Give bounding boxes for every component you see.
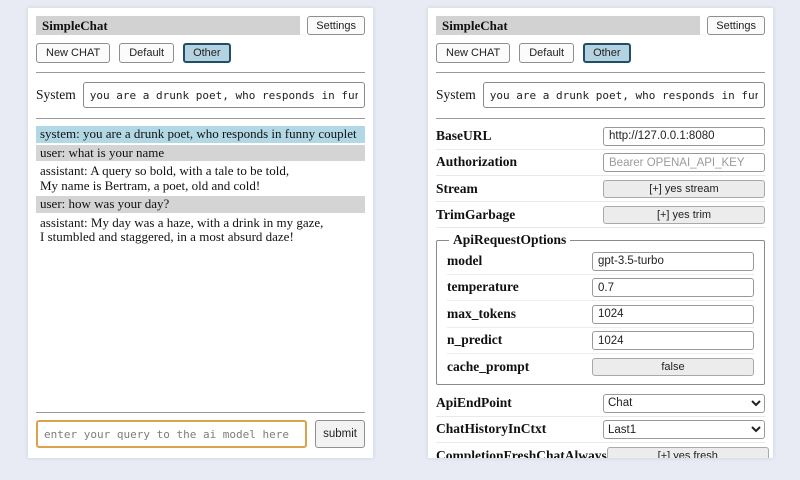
settings-button[interactable]: Settings bbox=[307, 16, 365, 35]
setting-row-n-predict: n_predict bbox=[447, 328, 754, 354]
system-prompt-row: System bbox=[36, 82, 365, 108]
api-request-options-legend: ApiRequestOptions bbox=[453, 232, 567, 247]
session-tab-default[interactable]: Default bbox=[119, 43, 175, 63]
temperature-input[interactable] bbox=[592, 278, 754, 297]
setting-row-baseurl: BaseURL bbox=[436, 123, 765, 150]
settings-form: BaseURL Authorization Stream [+] yes str… bbox=[436, 123, 769, 459]
baseurl-input[interactable] bbox=[603, 126, 765, 146]
setting-row-trimgarbage: TrimGarbage [+] yes trim bbox=[436, 202, 765, 228]
session-tab-default[interactable]: Default bbox=[519, 43, 575, 63]
divider bbox=[436, 118, 765, 119]
max-tokens-label: max_tokens bbox=[447, 305, 517, 321]
chat-message-list: system: you are a drunk poet, who respon… bbox=[36, 126, 365, 248]
chat-message-assistant: assistant: A query so bold, with a tale … bbox=[36, 163, 365, 194]
setting-row-authorization: Authorization bbox=[436, 150, 765, 176]
session-toolbar: New CHAT Default Other bbox=[436, 43, 765, 63]
setting-row-stream: Stream [+] yes stream bbox=[436, 176, 765, 202]
chat-message-user: user: how was your day? bbox=[36, 196, 365, 213]
temperature-label: temperature bbox=[447, 279, 519, 295]
titlebar: SimpleChat Settings bbox=[36, 16, 365, 35]
system-prompt-label: System bbox=[36, 87, 76, 102]
cache-prompt-toggle-button[interactable]: false bbox=[592, 358, 754, 376]
setting-row-cache-prompt: cache_prompt false bbox=[447, 354, 754, 379]
new-chat-button[interactable]: New CHAT bbox=[436, 43, 511, 63]
n-predict-input[interactable] bbox=[592, 331, 754, 350]
chathistoryinctxt-select[interactable]: Last1 bbox=[603, 420, 765, 439]
max-tokens-input[interactable] bbox=[592, 304, 754, 324]
chathistoryinctxt-label: ChatHistoryInCtxt bbox=[436, 421, 547, 437]
setting-row-model: model bbox=[447, 248, 754, 275]
chat-message-system: system: you are a drunk poet, who respon… bbox=[36, 126, 365, 143]
stream-label: Stream bbox=[436, 180, 478, 196]
query-row: submit bbox=[36, 420, 365, 448]
session-tab-other[interactable]: Other bbox=[583, 43, 631, 63]
stream-toggle-button[interactable]: [+] yes stream bbox=[603, 180, 765, 198]
setting-row-temperature: temperature bbox=[447, 275, 754, 301]
authorization-label: Authorization bbox=[436, 154, 517, 170]
system-prompt-input[interactable] bbox=[482, 82, 765, 108]
chat-message-assistant: assistant: My day was a haze, with a dri… bbox=[36, 214, 365, 246]
baseurl-label: BaseURL bbox=[436, 127, 492, 143]
divider bbox=[436, 72, 765, 73]
setting-row-completionfreshchatalways: CompletionFreshChatAlways [+] yes fresh bbox=[436, 443, 769, 459]
settings-view-panel: SimpleChat Settings New CHAT Default Oth… bbox=[428, 8, 773, 458]
trimgarbage-label: TrimGarbage bbox=[436, 206, 516, 222]
app-title: SimpleChat bbox=[36, 16, 301, 35]
divider bbox=[36, 412, 365, 413]
completionfreshchatalways-label: CompletionFreshChatAlways bbox=[436, 447, 607, 459]
session-toolbar: New CHAT Default Other bbox=[36, 43, 365, 63]
chat-message-user: user: what is your name bbox=[36, 144, 365, 161]
setting-row-apiendpoint: ApiEndPoint Chat bbox=[436, 390, 765, 417]
model-input[interactable] bbox=[592, 251, 754, 271]
divider bbox=[36, 118, 365, 119]
spacer bbox=[36, 248, 365, 411]
system-prompt-input[interactable] bbox=[82, 82, 365, 108]
apiendpoint-select[interactable]: Chat bbox=[603, 393, 765, 413]
system-prompt-label: System bbox=[436, 87, 476, 102]
setting-row-max-tokens: max_tokens bbox=[447, 301, 754, 328]
query-input[interactable] bbox=[36, 420, 308, 448]
trimgarbage-toggle-button[interactable]: [+] yes trim bbox=[603, 206, 765, 224]
authorization-input[interactable] bbox=[603, 153, 765, 172]
n-predict-label: n_predict bbox=[447, 332, 503, 348]
new-chat-button[interactable]: New CHAT bbox=[36, 43, 111, 63]
chat-view-panel: SimpleChat Settings New CHAT Default Oth… bbox=[28, 8, 373, 458]
system-prompt-row: System bbox=[436, 82, 765, 108]
session-tab-other[interactable]: Other bbox=[183, 43, 231, 63]
model-label: model bbox=[447, 252, 483, 268]
divider bbox=[36, 72, 365, 73]
api-request-options-fieldset: ApiRequestOptions model temperature max_… bbox=[436, 232, 765, 385]
setting-row-chathistoryinctxt: ChatHistoryInCtxt Last1 bbox=[436, 417, 765, 443]
app-title: SimpleChat bbox=[436, 16, 701, 35]
submit-button[interactable]: submit bbox=[315, 420, 365, 448]
cache-prompt-label: cache_prompt bbox=[447, 358, 530, 374]
settings-button[interactable]: Settings bbox=[707, 16, 765, 35]
titlebar: SimpleChat Settings bbox=[436, 16, 765, 35]
apiendpoint-label: ApiEndPoint bbox=[436, 394, 512, 410]
completionfreshchatalways-toggle-button[interactable]: [+] yes fresh bbox=[606, 447, 769, 458]
